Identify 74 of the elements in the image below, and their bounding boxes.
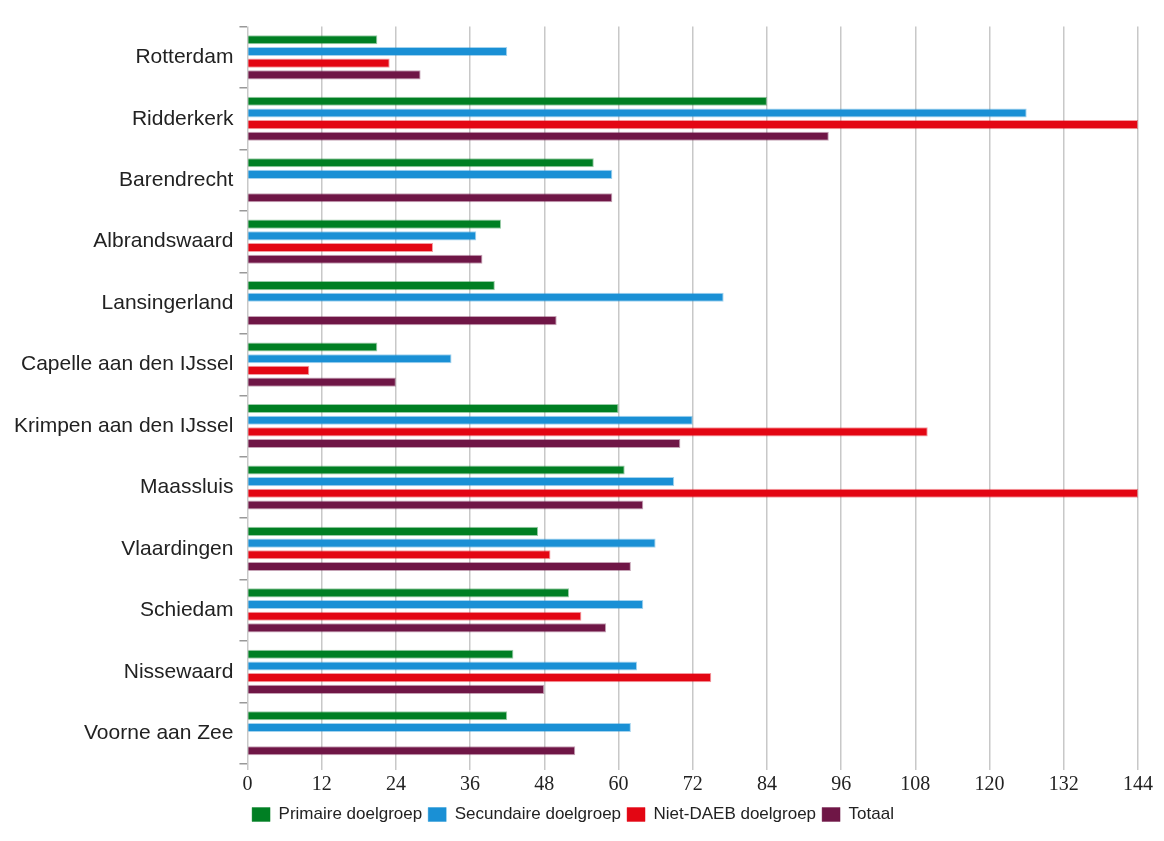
bar — [248, 120, 1138, 130]
bar — [248, 35, 378, 45]
bar — [248, 711, 508, 721]
y-tick-label: Maassluis — [140, 474, 234, 498]
x-tick-label: 132 — [1048, 772, 1079, 795]
bar — [248, 354, 452, 364]
bar — [248, 219, 502, 229]
bar — [248, 342, 378, 352]
bar — [248, 684, 545, 694]
bar — [248, 281, 495, 291]
bar — [248, 131, 829, 141]
bar — [248, 588, 570, 598]
y-tick-label: Nissewaard — [123, 658, 234, 682]
y-tick-label: Albrandswaard — [93, 228, 234, 252]
bar — [248, 623, 607, 633]
x-tick-label: 108 — [900, 772, 931, 795]
bar — [248, 550, 551, 560]
legend-label: Primaire doelgroep — [278, 804, 423, 824]
bar — [248, 403, 619, 414]
y-tick-label: Lansingerland — [101, 289, 234, 313]
bar — [248, 465, 625, 475]
bar — [248, 292, 724, 302]
x-tick-label: 144 — [1123, 772, 1153, 795]
bar — [248, 70, 421, 80]
bar — [248, 316, 557, 326]
legend-label: Secundaire doelgroep — [454, 804, 622, 824]
bar — [248, 611, 582, 621]
bar — [248, 242, 433, 253]
legend-label: Niet-DAEB doelgroep — [653, 804, 817, 824]
bar — [248, 438, 681, 449]
bar — [248, 526, 539, 536]
x-tick-label: 72 — [682, 772, 703, 795]
x-tick-label: 24 — [385, 772, 406, 795]
bar — [248, 661, 638, 671]
bar — [248, 500, 644, 510]
legend-label: Totaal — [848, 804, 894, 824]
y-tick-label: Rotterdam — [135, 44, 234, 68]
x-tick-label: 60 — [608, 772, 629, 795]
bar — [248, 746, 576, 756]
y-tick-label: Voorne aan Zee — [84, 720, 234, 744]
x-tick-label: 36 — [460, 772, 481, 795]
x-tick-label: 48 — [534, 772, 555, 795]
y-tick-label: Krimpen aan den IJssel — [13, 412, 234, 436]
bar — [248, 538, 656, 548]
bar — [248, 96, 767, 106]
x-tick-label: 120 — [974, 772, 1005, 795]
bar — [248, 108, 1027, 118]
x-tick-label: 84 — [756, 772, 777, 795]
bar — [248, 254, 483, 264]
bar — [248, 673, 712, 683]
bar — [248, 365, 310, 375]
bar — [248, 58, 390, 68]
y-tick-label: Vlaardingen — [121, 535, 234, 559]
bar — [248, 488, 1138, 498]
bar — [248, 415, 693, 425]
bar — [248, 722, 631, 732]
x-tick-label: 12 — [311, 772, 332, 795]
bar — [248, 649, 514, 659]
bar — [248, 46, 508, 57]
y-tick-label: Barendrecht — [119, 167, 234, 191]
y-tick-label: Schiedam — [140, 597, 234, 621]
y-tick-label: Capelle aan den IJssel — [20, 351, 234, 375]
bar — [248, 158, 594, 168]
bar — [248, 477, 675, 487]
bar — [248, 599, 644, 610]
x-tick-label: 0 — [242, 772, 253, 795]
bar — [248, 169, 613, 179]
y-tick-label: Ridderkerk — [131, 105, 234, 129]
bar — [248, 193, 613, 203]
bar — [248, 231, 477, 241]
x-tick-label: 96 — [831, 772, 852, 795]
bar — [248, 427, 928, 437]
bar — [248, 561, 631, 571]
bar — [248, 377, 396, 387]
